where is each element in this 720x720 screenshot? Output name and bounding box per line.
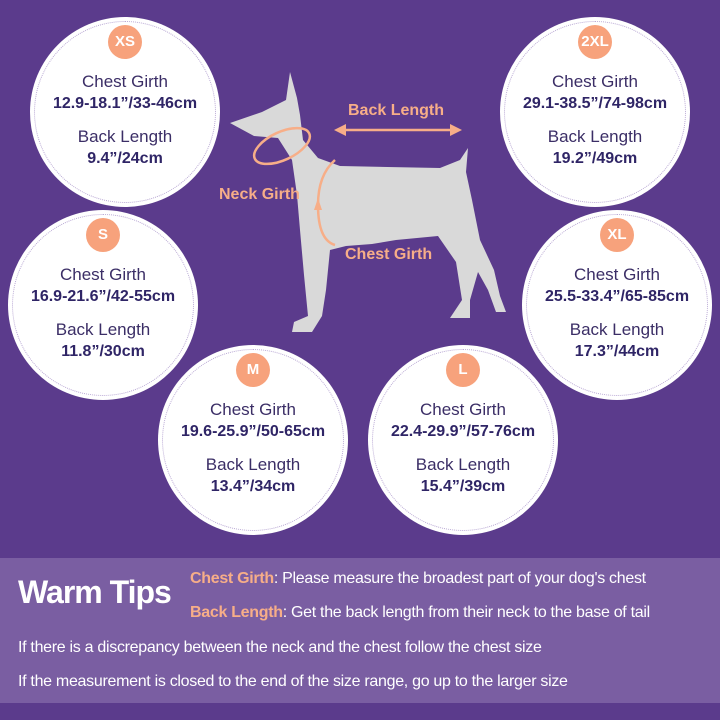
chest-label: Chest Girth xyxy=(552,72,638,91)
back-value: 13.4”/34cm xyxy=(210,478,296,495)
tip-chest-key: Chest Girth xyxy=(190,570,274,587)
size-badge: L xyxy=(446,353,480,387)
chest-value: 29.1-38.5”/74-98cm xyxy=(522,95,668,112)
tip-line-3: If there is a discrepancy between the ne… xyxy=(18,639,542,656)
back-label: Back Length xyxy=(547,127,643,146)
size-badge: 2XL xyxy=(578,25,612,59)
size-card-m: M Chest Girth 19.6-25.9”/50-65cm Back Le… xyxy=(158,345,348,535)
tip-line-4: If the measurement is closed to the end … xyxy=(18,673,568,690)
size-card-s: S Chest Girth 16.9-21.6”/42-55cm Back Le… xyxy=(8,210,198,400)
back-value: 17.3”/44cm xyxy=(574,343,660,360)
chest-label: Chest Girth xyxy=(60,265,146,284)
chest-value: 25.5-33.4”/65-85cm xyxy=(544,288,690,305)
chest-label: Chest Girth xyxy=(210,400,296,419)
tip-back-text: : Get the back length from their neck to… xyxy=(282,604,650,621)
back-length-label: Back Length xyxy=(348,102,445,119)
chest-label: Chest Girth xyxy=(420,400,506,419)
tip-chest-text: : Please measure the broadest part of yo… xyxy=(273,570,646,587)
size-card-2xl: 2XL Chest Girth 29.1-38.5”/74-98cm Back … xyxy=(500,17,690,207)
size-card-l: L Chest Girth 22.4-29.9”/57-76cm Back Le… xyxy=(368,345,558,535)
chest-value: 16.9-21.6”/42-55cm xyxy=(30,288,176,305)
tip-chest: Chest Girth: Please measure the broadest… xyxy=(190,570,646,588)
back-value: 19.2”/49cm xyxy=(552,150,638,167)
back-value: 9.4”/24cm xyxy=(87,150,163,167)
back-value: 15.4”/39cm xyxy=(420,478,506,495)
size-badge: XS xyxy=(108,25,142,59)
back-label: Back Length xyxy=(415,455,511,474)
size-card-xs: XS Chest Girth 12.9-18.1”/33-46cm Back L… xyxy=(30,17,220,207)
chest-value: 19.6-25.9”/50-65cm xyxy=(180,423,326,440)
warm-tips-panel: Warm Tips Chest Girth: Please measure th… xyxy=(0,558,720,703)
size-badge: S xyxy=(86,218,120,252)
back-label: Back Length xyxy=(77,127,173,146)
size-badge: XL xyxy=(600,218,634,252)
back-value: 11.8”/30cm xyxy=(61,343,145,360)
chest-label: Chest Girth xyxy=(574,265,660,284)
dog-silhouette xyxy=(230,72,506,332)
chest-value: 12.9-18.1”/33-46cm xyxy=(52,95,198,112)
back-label: Back Length xyxy=(569,320,665,339)
warm-tips-title: Warm Tips xyxy=(18,574,172,610)
chest-value: 22.4-29.9”/57-76cm xyxy=(390,423,536,440)
tip-back-key: Back Length xyxy=(190,604,283,621)
neck-girth-label: Neck Girth xyxy=(219,186,300,203)
back-label: Back Length xyxy=(55,320,151,339)
tip-back: Back Length: Get the back length from th… xyxy=(190,604,650,622)
chest-label: Chest Girth xyxy=(82,72,168,91)
chest-girth-label: Chest Girth xyxy=(345,246,433,263)
size-badge: M xyxy=(236,353,270,387)
back-label: Back Length xyxy=(205,455,301,474)
size-card-xl: XL Chest Girth 25.5-33.4”/65-85cm Back L… xyxy=(522,210,712,400)
